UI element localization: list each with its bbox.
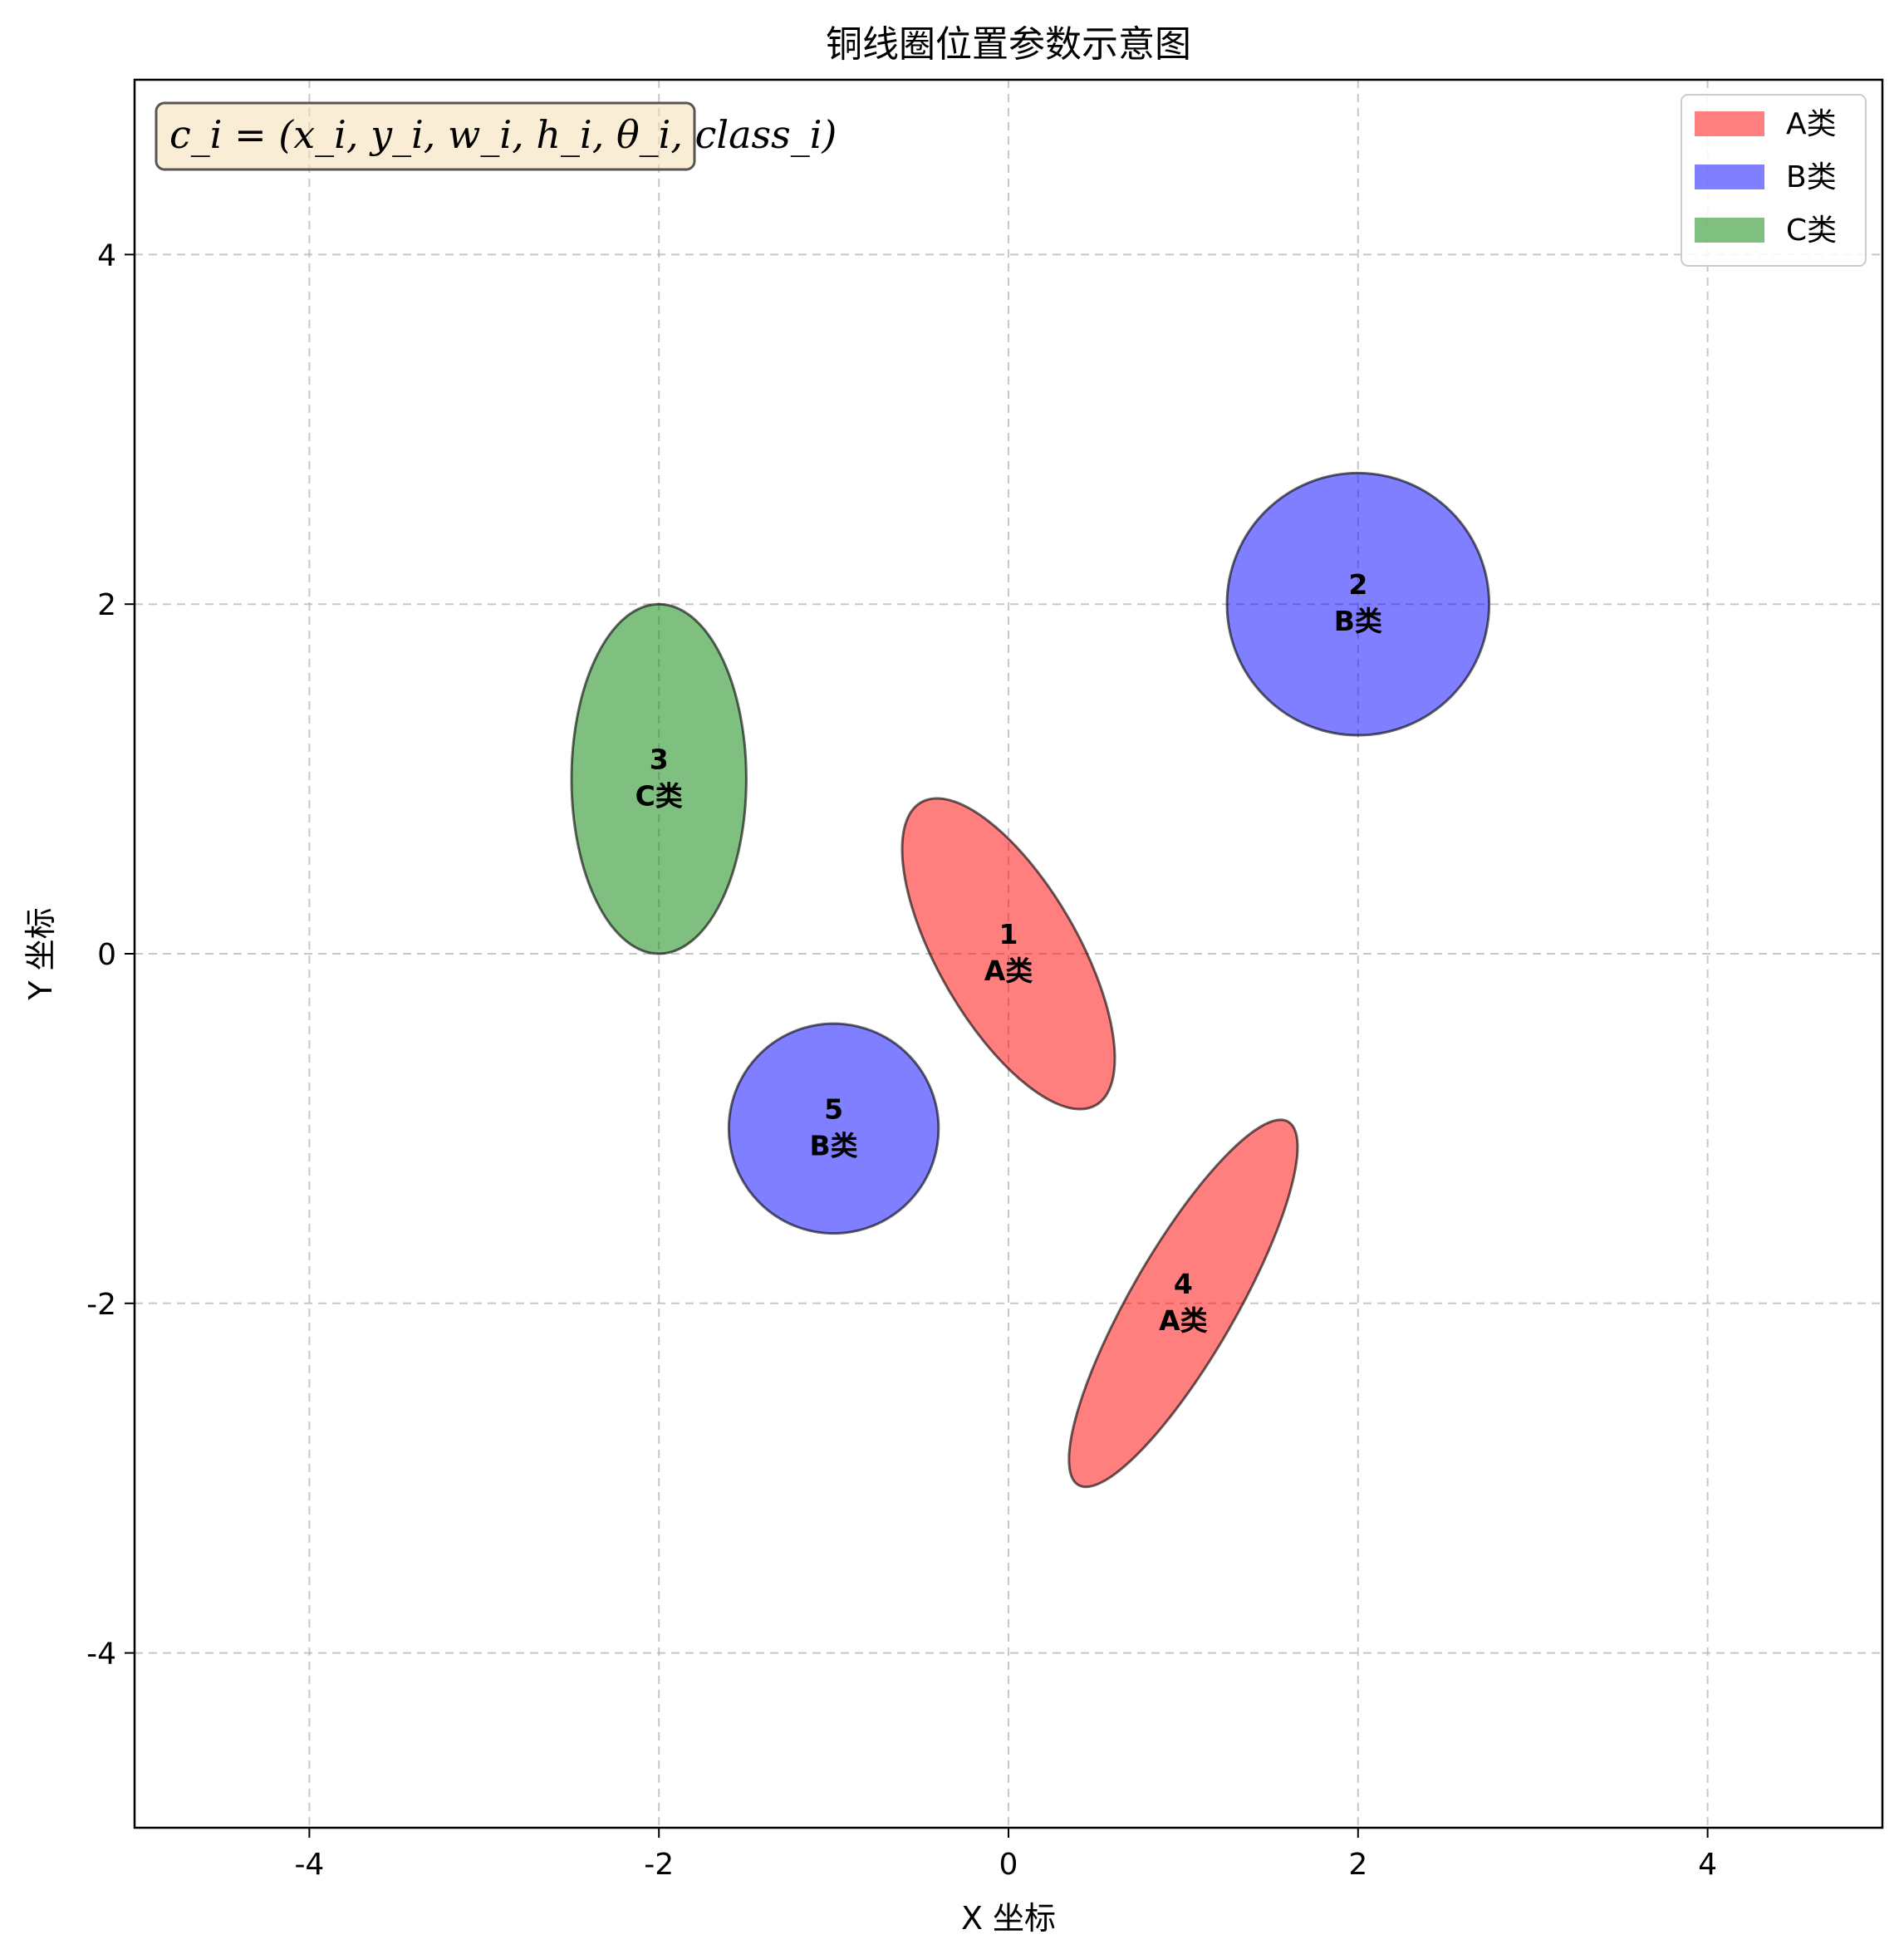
chart-title: 铜线圈位置参数示意图 (826, 23, 1191, 66)
y-axis-label: Y 坐标 (22, 907, 59, 1000)
x-tick-label-4: 4 (1698, 1848, 1717, 1882)
x-axis-label: X 坐标 (961, 1900, 1056, 1937)
legend: A类 B类 C类 (1681, 94, 1867, 267)
coil-ellipse-1 (900, 797, 1116, 1111)
coil-id-label-5: 5 (824, 1092, 843, 1125)
coil-ellipses (570, 471, 1491, 1489)
coil-ellipse-2 (1225, 471, 1491, 737)
coil-ellipse-5 (727, 1022, 940, 1235)
coil-id-label-2: 2 (1348, 568, 1367, 601)
coil-class-label-3: C类 (635, 780, 683, 813)
x-tick-label-1: -2 (644, 1848, 674, 1882)
coil-id-label-1: 1 (999, 918, 1018, 950)
coil-ellipse-3 (570, 602, 748, 955)
legend-label-2: C类 (1786, 214, 1837, 248)
coil-id-label-4: 4 (1174, 1268, 1193, 1300)
legend-swatch-1 (1695, 164, 1764, 189)
formula-box: c_i = (x_i, y_i, w_i, h_i, θ_i, class_i) (155, 101, 837, 171)
grid (135, 80, 1882, 1828)
coil-class-label-2: B类 (1334, 605, 1382, 637)
legend-label-0: A类 (1786, 107, 1837, 141)
y-tick-label-1: -2 (86, 1288, 116, 1322)
coil-id-label-3: 3 (650, 744, 669, 776)
legend-swatch-2 (1695, 218, 1764, 243)
y-tick-label-4: 4 (97, 238, 116, 272)
legend-label-1: B类 (1786, 160, 1837, 194)
x-tick-label-3: 2 (1348, 1848, 1367, 1882)
coil-class-label-5: B类 (810, 1129, 858, 1161)
coil-ellipse-4 (1067, 1118, 1299, 1489)
formula-text: c_i = (x_i, y_i, w_i, h_i, θ_i, class_i) (169, 112, 837, 157)
coil-class-label-1: A类 (984, 955, 1033, 987)
axis-ticks: -4 -2 0 2 4 -4 -2 0 2 4 (86, 238, 1717, 1882)
x-tick-label-2: 0 (999, 1848, 1018, 1882)
coil-labels: 1 A类 2 B类 3 C类 4 A类 5 B类 (635, 568, 1382, 1337)
formula-box-background (155, 101, 696, 171)
coil-class-label-4: A类 (1159, 1304, 1208, 1337)
x-tick-label-0: -4 (294, 1848, 324, 1882)
y-tick-label-0: -4 (86, 1637, 116, 1672)
legend-swatch-0 (1695, 111, 1764, 136)
y-tick-label-3: 2 (97, 588, 116, 622)
y-tick-label-2: 0 (97, 938, 116, 972)
